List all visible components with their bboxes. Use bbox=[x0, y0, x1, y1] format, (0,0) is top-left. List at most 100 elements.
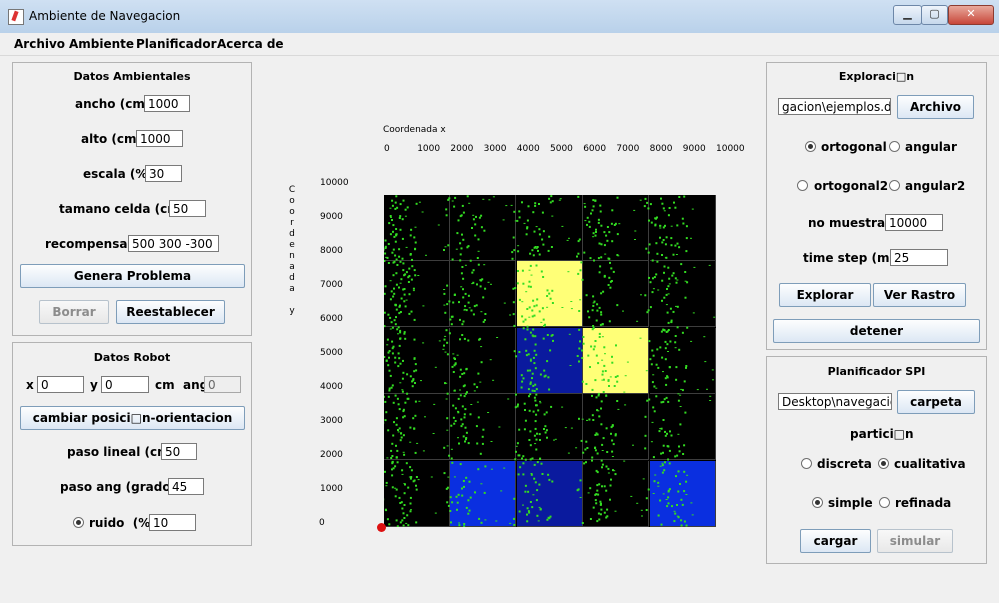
ruido-field[interactable]: 10 bbox=[149, 514, 196, 531]
y-tick-label: 3000 bbox=[320, 416, 343, 426]
y-tick-label: 5000 bbox=[320, 348, 343, 358]
cargar-button[interactable]: cargar bbox=[800, 529, 871, 553]
recompensas-label: recompensas bbox=[45, 237, 135, 251]
time-step-field[interactable]: 25 bbox=[890, 249, 948, 266]
menu-archivo[interactable]: Archivo bbox=[14, 37, 66, 51]
explorar-button[interactable]: Explorar bbox=[779, 283, 871, 307]
panel-title: Datos Ambientales bbox=[73, 70, 191, 83]
time-step-label: time step (ms) bbox=[803, 251, 903, 265]
y-tick-label: 7000 bbox=[320, 280, 343, 290]
genera-problema-button[interactable]: Genera Problema bbox=[20, 264, 245, 288]
ruido-label: ruido (%) bbox=[89, 516, 156, 530]
reestablecer-button[interactable]: Reestablecer bbox=[116, 300, 225, 324]
environment-grid[interactable] bbox=[384, 195, 716, 527]
particion-label: partici□n bbox=[850, 427, 914, 441]
grid-cell bbox=[649, 261, 716, 328]
discreta-radio[interactable] bbox=[801, 458, 812, 469]
ruido-radio[interactable] bbox=[73, 517, 84, 528]
paso-lineal-label: paso lineal (cm) bbox=[67, 445, 176, 459]
ancho-label: ancho (cm) bbox=[75, 97, 151, 111]
y-tick-label: 9000 bbox=[320, 212, 343, 222]
y-tick-label: 4000 bbox=[320, 382, 343, 392]
menu-ambiente[interactable]: Ambiente bbox=[69, 37, 135, 51]
environment-canvas: Coordenada x 0 1000 2000 3000 4000 5000 6000 70… bbox=[258, 62, 758, 544]
refinada-label: refinada bbox=[895, 496, 952, 510]
ang-field[interactable]: 0 bbox=[204, 376, 241, 393]
x-field[interactable]: 0 bbox=[37, 376, 84, 393]
tamano-celda-label: tamano celda (cm) bbox=[59, 202, 186, 216]
grid-cell bbox=[583, 261, 650, 328]
angular2-radio[interactable] bbox=[889, 180, 900, 191]
x-tick-label: 10000 bbox=[716, 144, 745, 154]
x-tick-label: 0 bbox=[384, 144, 390, 154]
y-field[interactable]: 0 bbox=[101, 376, 149, 393]
datos-ambientales-panel: Datos Ambientales ancho (cm) 1000 alto (… bbox=[12, 62, 252, 336]
tamano-celda-field[interactable]: 50 bbox=[169, 200, 206, 217]
cualitativa-radio[interactable] bbox=[878, 458, 889, 469]
x-label: x bbox=[26, 378, 34, 392]
y-tick-label: 8000 bbox=[320, 246, 343, 256]
alto-field[interactable]: 1000 bbox=[136, 130, 183, 147]
simple-radio[interactable] bbox=[812, 497, 823, 508]
archivo-button[interactable]: Archivo bbox=[897, 95, 974, 119]
angular2-label: angular2 bbox=[905, 179, 966, 193]
detener-button[interactable]: detener bbox=[773, 319, 980, 343]
ancho-field[interactable]: 1000 bbox=[144, 95, 190, 112]
panel-title: Datos Robot bbox=[93, 351, 171, 364]
no-muestras-field[interactable]: 10000 bbox=[885, 214, 943, 231]
refinada-radio[interactable] bbox=[879, 497, 890, 508]
close-button[interactable]: ✕ bbox=[948, 5, 994, 25]
angular-radio[interactable] bbox=[889, 141, 900, 152]
particle-cloud bbox=[384, 195, 716, 527]
maximize-button[interactable]: ▢ bbox=[921, 5, 948, 25]
carpeta-button[interactable]: carpeta bbox=[897, 390, 975, 414]
menu-acerca-de[interactable]: Acerca de bbox=[217, 37, 284, 51]
datos-robot-panel: Datos Robot x 0 y 0 cm ang 0 cambiar pos… bbox=[12, 342, 252, 546]
robot-marker bbox=[377, 523, 386, 532]
grid-cell bbox=[384, 195, 450, 261]
angular-label: angular bbox=[905, 140, 957, 154]
recompensas-field[interactable]: 500 300 -300 bbox=[128, 235, 219, 252]
ortogonal2-label: ortogonal2 bbox=[814, 179, 889, 193]
x-tick-label: 9000 bbox=[682, 144, 706, 154]
cm-ang-label: cm ang bbox=[155, 378, 209, 392]
grid-cell bbox=[583, 195, 650, 261]
y-tick-label: 6000 bbox=[320, 314, 343, 324]
x-tick-label: 4000 bbox=[516, 144, 540, 154]
y-tick-label: 0 bbox=[319, 518, 325, 528]
paso-lineal-field[interactable]: 50 bbox=[161, 443, 197, 460]
ortogonal2-radio[interactable] bbox=[797, 180, 808, 191]
ver-rastro-button[interactable]: Ver Rastro bbox=[873, 283, 966, 307]
grid-cell bbox=[516, 394, 583, 461]
grid-cell bbox=[649, 327, 716, 394]
cualitativa-label: cualitativa bbox=[894, 457, 966, 471]
alto-label: alto (cm) bbox=[81, 132, 142, 146]
planificador-panel: Planificador SPI Desktop\navegacion carp… bbox=[766, 356, 987, 564]
x-tick-label: 6000 bbox=[583, 144, 607, 154]
grid-cell bbox=[649, 460, 716, 527]
x-tick-label: 8000 bbox=[649, 144, 673, 154]
x-axis-title: Coordenada x bbox=[383, 125, 446, 135]
grid-cell bbox=[583, 460, 650, 527]
grid-cell bbox=[450, 394, 517, 461]
ortogonal-radio[interactable] bbox=[805, 141, 816, 152]
exploracion-file-field[interactable]: gacion\ejemplos.dat bbox=[778, 98, 891, 115]
borrar-button[interactable]: Borrar bbox=[39, 300, 109, 324]
simular-button[interactable]: simular bbox=[877, 529, 953, 553]
exploracion-panel: Exploraci□n gacion\ejemplos.dat Archivo … bbox=[766, 62, 987, 350]
paso-ang-field[interactable]: 45 bbox=[168, 478, 204, 495]
title-bar: Ambiente de Navegacion ▁ ▢ ✕ bbox=[0, 0, 999, 34]
planificador-folder-field[interactable]: Desktop\navegacion bbox=[778, 393, 892, 410]
cambiar-posicion-button[interactable]: cambiar posici□n-orientacion bbox=[20, 406, 245, 430]
x-tick-label: 1000 bbox=[417, 144, 441, 154]
grid-cell bbox=[384, 327, 450, 394]
escala-field[interactable]: 30 bbox=[145, 165, 182, 182]
grid-cell bbox=[450, 327, 517, 394]
paso-ang-label: paso ang (grados) bbox=[60, 480, 184, 494]
minimize-button[interactable]: ▁ bbox=[893, 5, 922, 25]
menu-bar: Archivo Ambiente Planificador Acerca de bbox=[0, 33, 999, 56]
x-tick-label: 5000 bbox=[550, 144, 573, 154]
menu-planificador[interactable]: Planificador bbox=[136, 37, 217, 51]
no-muestras-label: no muestras bbox=[808, 216, 893, 230]
y-tick-label: 1000 bbox=[320, 484, 343, 494]
